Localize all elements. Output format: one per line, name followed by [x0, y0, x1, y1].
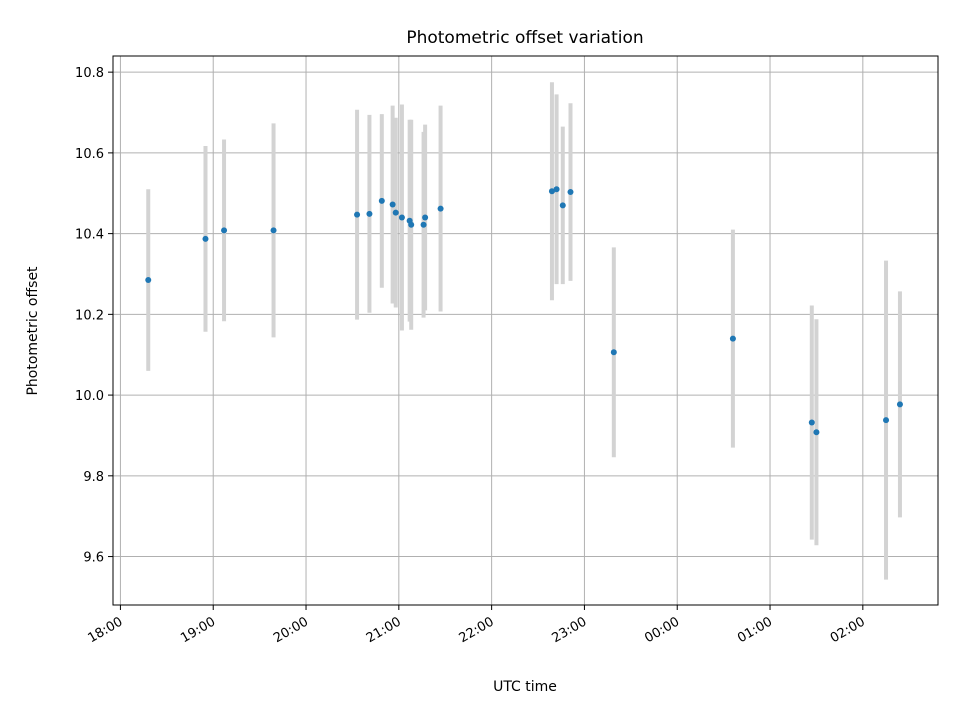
y-tick-label: 10.2 — [75, 308, 104, 323]
y-axis-ticks: 9.6 9.8 10.0 10.2 10.4 10.6 10.8 — [75, 66, 113, 566]
data-point — [813, 429, 820, 436]
y-tick-label: 10.4 — [75, 228, 104, 243]
data-point — [808, 419, 815, 426]
data-point — [378, 197, 385, 204]
data-point — [437, 205, 444, 212]
plot-frame — [112, 55, 939, 606]
grid — [113, 56, 938, 605]
x-axis-label: UTC time — [493, 679, 557, 695]
data-point — [567, 189, 574, 196]
data-point — [896, 401, 903, 408]
data-point — [559, 202, 566, 209]
data-point — [883, 417, 890, 424]
chart-title: Photometric offset variation — [406, 28, 643, 48]
data-point — [729, 335, 736, 342]
data-point — [610, 349, 617, 356]
data-point — [270, 227, 277, 234]
data-point — [202, 235, 209, 242]
data-point — [548, 188, 555, 195]
y-tick-label: 10.0 — [75, 389, 104, 404]
data-point — [389, 201, 396, 208]
y-tick-label: 9.8 — [83, 470, 104, 485]
y-tick-label: 10.8 — [75, 66, 104, 81]
data-point — [398, 214, 405, 221]
y-tick-label: 10.6 — [75, 147, 104, 162]
data-point — [420, 221, 427, 228]
data-points — [145, 186, 903, 436]
data-point — [366, 210, 373, 217]
data-point — [354, 211, 361, 218]
data-point — [422, 214, 429, 221]
data-point — [392, 209, 399, 216]
data-point — [145, 277, 152, 284]
data-point — [408, 221, 415, 228]
y-axis-label: Photometric offset — [25, 266, 41, 396]
y-tick-label: 9.6 — [83, 551, 104, 566]
data-point — [221, 227, 228, 234]
data-point — [553, 186, 560, 193]
